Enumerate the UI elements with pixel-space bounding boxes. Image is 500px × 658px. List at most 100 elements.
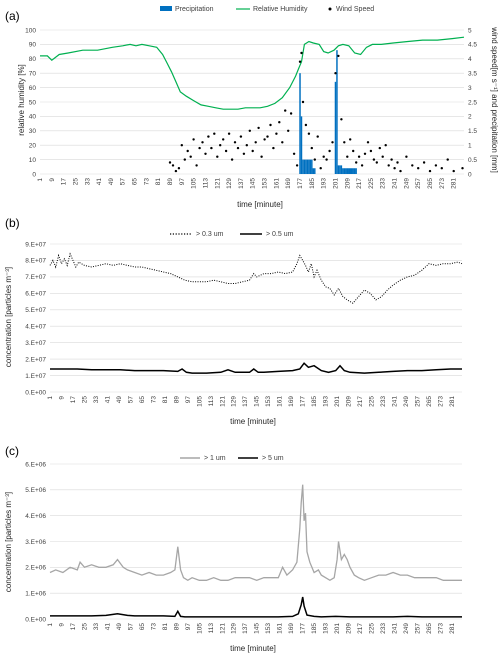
- precipitation-bar: [311, 159, 313, 174]
- x-tick-label: 185: [309, 178, 316, 189]
- legend-label-5um: > 5 um: [262, 455, 284, 462]
- wind-speed-point: [316, 135, 319, 138]
- wind-speed-point: [216, 155, 219, 158]
- precipitation-bar: [343, 168, 346, 174]
- x-tick-label: 105: [196, 623, 203, 634]
- wind-speed-point: [346, 155, 349, 158]
- x-tick-label: 233: [380, 178, 387, 189]
- x-ticks-c: 1 9 17 25 33 41 49 57 65 73 81 89 97 105 113 121 129 137 1…: [47, 623, 456, 634]
- y-tick-label: 0.E+00: [25, 616, 46, 623]
- x-axis-label-b: time [minute]: [230, 417, 276, 426]
- precipitation-bar: [300, 116, 303, 174]
- panel-a-label: (a): [5, 9, 20, 23]
- x-tick-label: 81: [162, 623, 169, 631]
- x-tick-label: 113: [203, 178, 210, 189]
- y-tick-label: 2.E+07: [25, 356, 46, 363]
- x-tick-label: 257: [415, 178, 422, 189]
- wind-speed-point: [210, 146, 213, 150]
- y-tick-label-left: 80: [29, 56, 37, 63]
- x-tick-label: 145: [250, 178, 257, 189]
- wind-speed-point: [198, 146, 201, 150]
- wind-speed-point: [230, 158, 234, 161]
- y-tick-label: 5.E+07: [25, 307, 46, 314]
- x-tick-label: 137: [238, 178, 245, 189]
- legend-label-precipitation: Precipitation: [175, 6, 214, 13]
- x-tick-label: 193: [321, 178, 328, 189]
- wind-speed-point: [310, 146, 313, 150]
- wind-speed-point: [349, 138, 352, 141]
- x-tick-label: 97: [185, 623, 192, 631]
- y-tick-label-left: 10: [29, 157, 37, 164]
- wind-speed-point: [422, 161, 426, 164]
- legend-b: > 0.3 um > 0.5 um: [170, 231, 294, 238]
- x-tick-label: 129: [231, 396, 238, 407]
- y-tick-label-right: 2.5: [468, 99, 477, 106]
- legend-label-wind: Wind Speed: [336, 6, 374, 13]
- x-axis-label-a: time [minute]: [237, 200, 283, 209]
- x-tick-label: 249: [403, 178, 410, 189]
- wind-speed-points: [168, 51, 464, 173]
- wind-speed-point: [301, 100, 305, 104]
- x-tick-label: 97: [179, 178, 186, 186]
- wind-speed-point: [328, 149, 331, 153]
- wind-speed-point: [355, 161, 358, 164]
- x-tick-label: 105: [196, 396, 203, 407]
- y-tick-label-left: 60: [29, 85, 37, 92]
- grid-b: [50, 243, 462, 393]
- precipitation-bar: [352, 168, 354, 174]
- wind-speed-point: [381, 155, 384, 158]
- wind-speed-point: [284, 109, 287, 112]
- wind-speed-point: [378, 146, 381, 150]
- wind-speed-point: [352, 149, 355, 153]
- x-tick-label: 33: [93, 396, 100, 404]
- x-tick-label: 1: [47, 396, 54, 400]
- wind-speed-point: [322, 155, 325, 158]
- wind-speed-point: [300, 51, 303, 55]
- y-ticks-left-a: 0 10 20 30 40 50 60 70 80 90 100: [25, 27, 36, 178]
- wind-speed-point: [236, 146, 240, 150]
- x-tick-label: 17: [70, 623, 77, 631]
- x-tick-label: 153: [265, 396, 272, 407]
- wind-speed-point: [292, 152, 296, 155]
- x-tick-label: 73: [143, 178, 150, 186]
- wind-speed-point: [254, 141, 257, 144]
- x-tick-label: 33: [93, 623, 100, 631]
- x-tick-label: 17: [70, 396, 77, 404]
- x-tick-label: 225: [368, 178, 375, 189]
- x-tick-label: 201: [333, 178, 340, 189]
- x-tick-label: 73: [150, 396, 157, 404]
- wind-speed-point: [343, 141, 346, 144]
- wind-speed-point: [233, 141, 237, 144]
- x-tick-label: 249: [403, 396, 410, 407]
- x-tick-label: 241: [392, 623, 399, 634]
- x-tick-label: 89: [167, 178, 174, 186]
- x-tick-label: 145: [254, 623, 261, 634]
- x-tick-label: 57: [120, 178, 127, 186]
- y-tick-label-right: 4: [468, 56, 472, 63]
- y-tick-label-right: 2: [468, 114, 472, 121]
- wind-speed-point: [393, 167, 396, 170]
- wind-speed-point: [171, 164, 175, 167]
- x-tick-label: 273: [438, 396, 445, 407]
- wind-speed-point: [295, 164, 299, 167]
- y-tick-label: 6.E+06: [25, 461, 46, 468]
- x-tick-label: 49: [116, 623, 123, 631]
- wind-speed-point: [360, 164, 364, 167]
- x-tick-label: 281: [451, 178, 458, 189]
- y-tick-label-left: 90: [29, 42, 37, 49]
- y-tick-label-left: 30: [29, 128, 37, 135]
- wind-speed-point: [222, 138, 225, 141]
- x-tick-label: 65: [139, 623, 146, 631]
- legend-label-05um: > 0.5 um: [266, 231, 294, 238]
- wind-speed-point: [207, 135, 210, 138]
- wind-speed-point: [180, 144, 183, 147]
- x-tick-label: 209: [344, 178, 351, 189]
- x-tick-label: 281: [449, 396, 456, 407]
- wind-speed-point: [372, 158, 376, 161]
- wind-speed-point: [384, 144, 387, 147]
- x-tick-label: 233: [380, 623, 387, 634]
- y-axis-label-right-a: wind speed[m s⁻¹] and precipitation [mm]: [490, 26, 499, 173]
- wind-speed-point: [446, 158, 449, 161]
- x-tick-label: 249: [403, 623, 410, 634]
- wind-speed-point: [417, 167, 420, 170]
